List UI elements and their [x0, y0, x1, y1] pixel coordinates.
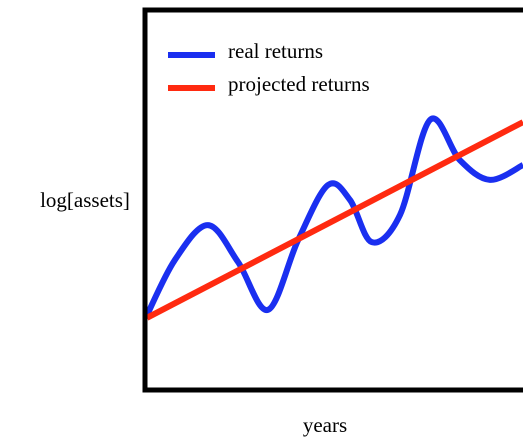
legend-label: real returns [228, 39, 323, 63]
data-line [147, 115, 523, 317]
legend-label: projected returns [228, 72, 370, 96]
y-axis-label: log[assets] [40, 188, 130, 212]
plot-area [147, 115, 523, 321]
x-axis-label: years [303, 413, 347, 437]
legend: real returns projected returns [168, 39, 370, 96]
plot-frame [142, 7, 523, 393]
data-line [147, 119, 523, 321]
